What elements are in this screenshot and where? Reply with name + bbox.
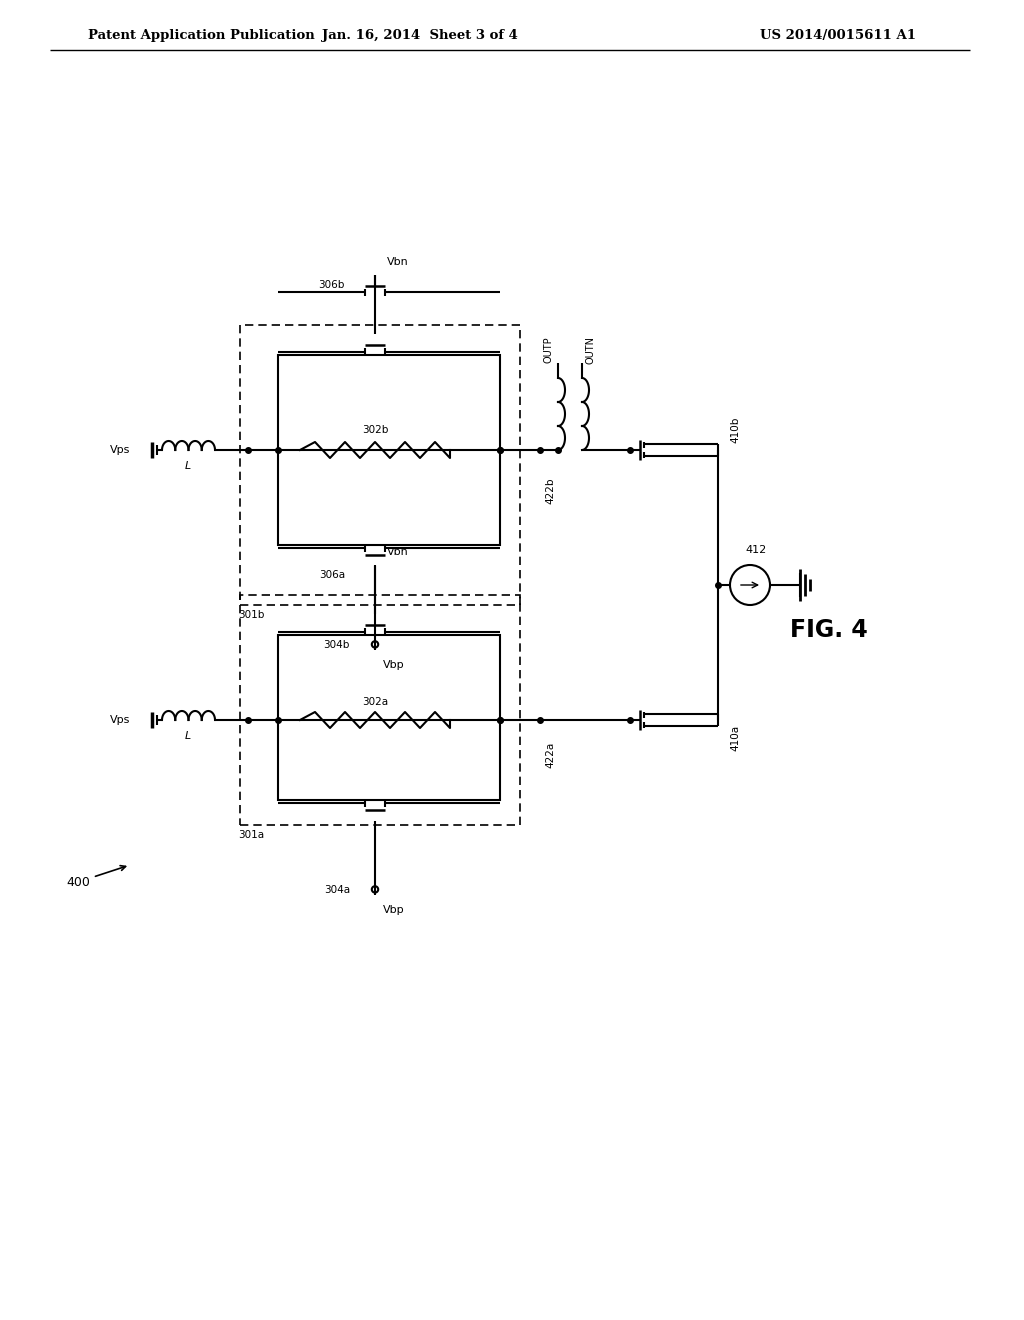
Text: 302a: 302a — [361, 697, 388, 708]
Bar — [278, 355, 500, 545]
Text: OUTN: OUTN — [586, 337, 596, 364]
Text: 304b: 304b — [324, 640, 350, 649]
Text: L: L — [185, 461, 191, 471]
Text: Vbp: Vbp — [383, 906, 404, 915]
Text: Vps: Vps — [110, 715, 130, 725]
Text: US 2014/0015611 A1: US 2014/0015611 A1 — [760, 29, 916, 41]
Bar — [240, 325, 520, 605]
Text: 301b: 301b — [238, 610, 264, 620]
Text: FIG. 4: FIG. 4 — [790, 618, 867, 642]
Text: 304a: 304a — [324, 884, 350, 895]
Text: 410a: 410a — [730, 725, 740, 751]
Text: Vbn: Vbn — [387, 257, 409, 267]
Text: 422b: 422b — [545, 478, 555, 504]
Text: OUTP: OUTP — [544, 337, 554, 363]
Text: L: L — [185, 731, 191, 741]
Text: 306a: 306a — [318, 570, 345, 579]
Text: 412: 412 — [745, 545, 766, 554]
Text: 306b: 306b — [318, 280, 345, 290]
Text: 301a: 301a — [238, 830, 264, 840]
Text: Patent Application Publication: Patent Application Publication — [88, 29, 314, 41]
Text: Vps: Vps — [110, 445, 130, 455]
Text: Vbn: Vbn — [387, 546, 409, 557]
Text: 422a: 422a — [545, 742, 555, 768]
Bar — [278, 635, 500, 800]
Text: Vbp: Vbp — [383, 660, 404, 671]
Text: 302b: 302b — [361, 425, 388, 436]
Text: 410b: 410b — [730, 417, 740, 444]
Text: Jan. 16, 2014  Sheet 3 of 4: Jan. 16, 2014 Sheet 3 of 4 — [323, 29, 518, 41]
Text: 400: 400 — [67, 866, 126, 888]
Bar — [240, 595, 520, 825]
